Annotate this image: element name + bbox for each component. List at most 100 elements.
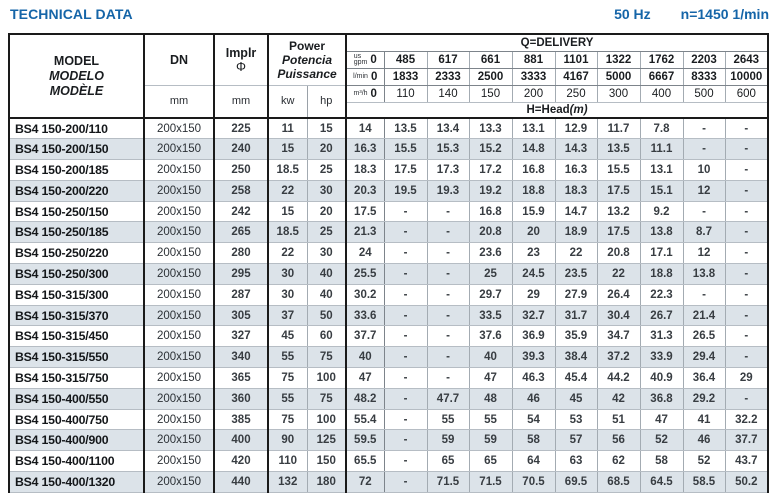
spec-labels: 50 Hz n=1450 1/min: [614, 6, 769, 22]
impeller-cell: 242: [213, 201, 268, 223]
head-value-cell: 11.1: [639, 138, 683, 161]
flow-value-cell: 3333: [511, 68, 555, 86]
head-value-cell: 13.5: [383, 118, 427, 140]
head-value-cell: 25.5: [345, 263, 384, 285]
hp-cell: 20: [306, 201, 346, 223]
head-value-cell: 19.2: [468, 180, 512, 202]
head-value-cell: 26.7: [639, 305, 683, 327]
head-value-cell: 19.3: [426, 180, 469, 202]
head-value-cell: -: [383, 346, 427, 369]
head-value-cell: 46.3: [511, 367, 555, 389]
kw-cell: 15: [267, 201, 307, 223]
head-value-cell: 45: [554, 388, 597, 410]
flow-row-lmin: l/min 0 1833 2333 2500 3333 4167 5000 6667 8333 10…: [9, 68, 769, 86]
model-header-en: MODEL: [53, 53, 100, 68]
table-row: BS4 150-400/750 200x150 385 75 100 55.4-55 55 5…: [9, 409, 769, 431]
flow-value-cell: 6667: [639, 68, 683, 86]
head-value-cell: 31.7: [554, 305, 597, 327]
head-value-cell: -: [426, 201, 469, 223]
head-value-cell: 20.8: [596, 242, 640, 265]
head-value-cell: 57: [554, 429, 597, 452]
head-value-cell: 13.5: [596, 138, 640, 161]
impeller-cell: 240: [213, 138, 268, 161]
kw-cell: 18.5: [267, 159, 307, 181]
impeller-cell: 385: [213, 409, 268, 431]
head-value-cell: 40.9: [639, 367, 683, 389]
head-value-cell: 29: [724, 367, 769, 389]
table-row: BS4 150-200/185 200x150 250 18.5 25 18.3 17.5 1…: [9, 159, 769, 181]
flow-zero-cell: m³/h 0: [345, 85, 384, 103]
head-value-cell: 40: [345, 346, 384, 369]
kw-cell: 75: [267, 409, 307, 431]
head-value-cell: 32.7: [511, 305, 555, 327]
head-value-cell: -: [426, 221, 469, 244]
head-value-cell: 14.8: [511, 138, 555, 161]
head-value-cell: 32.2: [724, 409, 769, 431]
flow-value-cell: 300: [596, 85, 640, 103]
head-value-cell: 13.4: [426, 118, 469, 140]
head-value-cell: -: [426, 263, 469, 285]
dn-cell: 200x150: [143, 471, 214, 493]
head-value-cell: 21.4: [682, 305, 725, 327]
model-cell: BS4 150-315/450: [9, 325, 144, 348]
head-value-cell: 29.7: [468, 284, 512, 306]
flow-value-cell: 661: [468, 51, 512, 69]
head-value-cell: -: [724, 118, 769, 140]
head-value-cell: 29.2: [682, 388, 725, 410]
head-value-cell: 29: [511, 284, 555, 306]
head-value-cell: 69.5: [554, 471, 597, 493]
head-value-cell: 47.7: [426, 388, 469, 410]
head-value-cell: 55: [468, 409, 512, 431]
flow-value-cell: 2203: [682, 51, 725, 69]
table-row: BS4 150-315/300 200x150 287 30 40 30.2- -29.7 2…: [9, 284, 769, 306]
impeller-cell: 420: [213, 450, 268, 473]
dn-cell: 200x150: [143, 138, 214, 161]
head-value-cell: 42: [596, 388, 640, 410]
head-value-cell: 65: [468, 450, 512, 473]
head-value-cell: 23.5: [554, 263, 597, 285]
head-value-cell: 45.4: [554, 367, 597, 389]
head-value-cell: 63: [554, 450, 597, 473]
head-value-cell: 15.9: [511, 201, 555, 223]
head-value-cell: -: [383, 201, 427, 223]
kw-cell: 18.5: [267, 221, 307, 244]
head-value-cell: 17.5: [596, 180, 640, 202]
hp-cell: 40: [306, 284, 346, 306]
head-value-cell: -: [724, 242, 769, 265]
head-value-cell: 16.8: [468, 201, 512, 223]
flow-unit-label: l/min: [353, 72, 368, 80]
hp-cell: 125: [306, 429, 346, 452]
kw-cell: 11: [267, 118, 307, 140]
flow-value-cell: 200: [511, 85, 555, 103]
head-value-cell: 17.5: [596, 221, 640, 244]
head-value-cell: 18.9: [554, 221, 597, 244]
head-value-cell: -: [724, 159, 769, 181]
head-value-cell: 54: [511, 409, 555, 431]
head-value-cell: -: [383, 305, 427, 327]
table-row: BS4 150-315/450 200x150 327 45 60 37.7- -37.6 3…: [9, 325, 769, 348]
head-value-cell: -: [426, 242, 469, 265]
table-row: BS4 150-315/370 200x150 305 37 50 33.6- -33.5 3…: [9, 305, 769, 327]
flow-value-cell: 881: [511, 51, 555, 69]
dn-cell: 200x150: [143, 409, 214, 431]
head-value-cell: -: [383, 367, 427, 389]
head-value-cell: 7.8: [639, 118, 683, 140]
kw-cell: 55: [267, 388, 307, 410]
flow-value-cell: 2643: [724, 51, 769, 69]
head-value-cell: 19.5: [383, 180, 427, 202]
table-row: BS4 150-200/150 200x150 240 15 20 16.3 15.5 15.…: [9, 138, 769, 161]
head-value-cell: -: [724, 325, 769, 348]
head-value-cell: 22.3: [639, 284, 683, 306]
head-value-cell: 40: [468, 346, 512, 369]
frequency-label: 50 Hz: [614, 6, 651, 22]
kw-cell: 15: [267, 138, 307, 161]
flow-value-cell: 617: [426, 51, 469, 69]
head-value-cell: 36.9: [511, 325, 555, 348]
impeller-cell: 250: [213, 159, 268, 181]
hp-cell: 180: [306, 471, 346, 493]
head-value-cell: 23.6: [468, 242, 512, 265]
column-header-impeller: Implr Φ: [213, 34, 268, 86]
table-row: BS4 150-250/220 200x150 280 22 30 24- -23.6 23 2…: [9, 242, 769, 265]
head-value-cell: -: [383, 263, 427, 285]
